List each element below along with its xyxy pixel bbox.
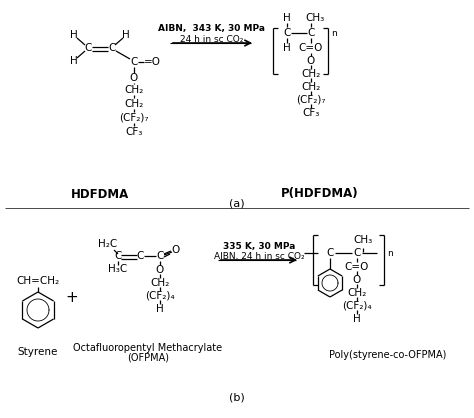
Text: H: H [70, 30, 78, 40]
Text: P(HDFDMA): P(HDFDMA) [281, 188, 359, 201]
Text: HDFDMA: HDFDMA [71, 188, 129, 201]
Text: CF₃: CF₃ [125, 127, 143, 137]
Text: H₂C: H₂C [99, 239, 118, 249]
Text: AIBN, 24 h in sc CO₂: AIBN, 24 h in sc CO₂ [214, 252, 304, 262]
Text: AIBN,  343 K, 30 MPa: AIBN, 343 K, 30 MPa [158, 25, 265, 33]
Text: Styrene: Styrene [18, 347, 58, 357]
Text: C=O: C=O [345, 262, 369, 272]
Text: 24 h in sc CO₂: 24 h in sc CO₂ [180, 35, 244, 43]
Text: CH=CH₂: CH=CH₂ [17, 276, 60, 286]
Text: n: n [387, 248, 393, 257]
Text: CH₂: CH₂ [301, 82, 320, 92]
Text: H: H [283, 43, 291, 53]
Text: C: C [114, 251, 122, 261]
Text: CH₃: CH₃ [305, 13, 325, 23]
Text: C: C [283, 28, 291, 38]
Text: O: O [130, 73, 138, 83]
Text: =O: =O [144, 57, 161, 67]
Text: CH₂: CH₂ [124, 99, 144, 109]
Text: C: C [353, 248, 361, 258]
Text: Poly(styrene-co-OFPMA): Poly(styrene-co-OFPMA) [329, 350, 447, 360]
Text: O: O [353, 275, 361, 285]
Text: (b): (b) [229, 393, 245, 403]
Text: CH₂: CH₂ [150, 278, 170, 288]
Text: CF₃: CF₃ [302, 108, 319, 118]
Text: H: H [122, 30, 130, 40]
Text: O: O [307, 56, 315, 66]
Text: C: C [326, 248, 334, 258]
Text: C: C [84, 43, 91, 53]
Text: (OFPMA): (OFPMA) [127, 353, 169, 363]
Text: C: C [156, 251, 164, 261]
Text: H₃C: H₃C [109, 264, 128, 274]
Text: (CF₂)₇: (CF₂)₇ [296, 95, 326, 105]
Text: H: H [70, 56, 78, 66]
Text: (CF₂)₄: (CF₂)₄ [145, 291, 175, 301]
Text: H: H [353, 314, 361, 324]
Text: CH₃: CH₃ [354, 235, 373, 245]
Text: C: C [307, 28, 315, 38]
Text: C: C [137, 251, 144, 261]
Text: H: H [156, 304, 164, 314]
Text: O: O [156, 265, 164, 275]
Text: (a): (a) [229, 199, 245, 209]
Text: O: O [172, 245, 180, 255]
Text: CH₂: CH₂ [124, 85, 144, 95]
Text: Octafluoropentyl Methacrylate: Octafluoropentyl Methacrylate [73, 343, 223, 353]
Text: H: H [283, 13, 291, 23]
Text: (CF₂)₇: (CF₂)₇ [119, 113, 149, 123]
Text: C: C [109, 43, 116, 53]
Text: CH₂: CH₂ [301, 69, 320, 79]
Text: CH₂: CH₂ [347, 288, 366, 298]
Text: C=O: C=O [299, 43, 323, 53]
Text: n: n [331, 28, 337, 38]
Text: 335 K, 30 MPa: 335 K, 30 MPa [223, 242, 295, 252]
Text: C: C [130, 57, 137, 67]
Text: +: + [65, 291, 78, 306]
Text: (CF₂)₄: (CF₂)₄ [342, 301, 372, 311]
